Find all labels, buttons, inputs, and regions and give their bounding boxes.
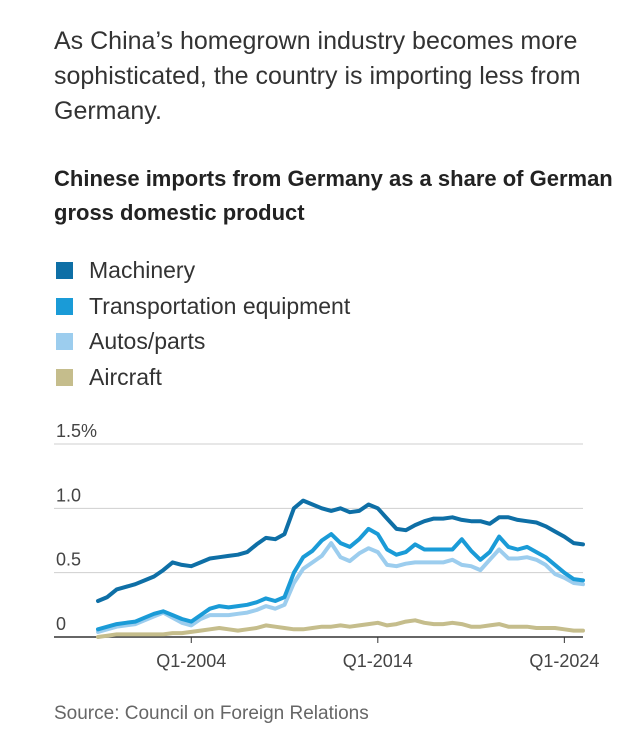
legend-swatch-machinery — [56, 262, 73, 280]
y-tick-label: 1.0 — [56, 485, 81, 505]
legend-label: Autos/parts — [89, 328, 206, 355]
x-tick-label: Q1-2004 — [156, 651, 226, 671]
legend-label: Machinery — [89, 257, 196, 284]
x-tick-label: Q1-2014 — [343, 651, 413, 671]
x-tick-label: Q1-2024 — [529, 651, 599, 671]
y-tick-label: 0 — [56, 614, 66, 634]
legend-item-machinery: Machinery — [56, 253, 350, 289]
legend-swatch-aircraft — [56, 368, 73, 386]
line-chart: 0 0.5 1.0 1.5% Q1-2004 Q1-2014 Q1-2024 — [54, 421, 599, 671]
y-tick-label: 0.5 — [56, 550, 81, 570]
chart-title: Chinese imports from Germany as a share … — [54, 166, 613, 225]
series-line-autos-parts — [96, 541, 585, 634]
legend-label: Aircraft — [89, 363, 162, 390]
legend-item-transportation-equipment: Transportation equipment — [56, 289, 350, 325]
series-line-machinery — [96, 498, 585, 603]
y-tick-label: 1.5% — [56, 421, 97, 441]
legend-item-aircraft: Aircraft — [56, 360, 350, 396]
legend-label: Transportation equipment — [89, 292, 351, 319]
legend-swatch-transportation-equipment — [56, 297, 73, 315]
intro-text: As China’s homegrown industry becomes mo… — [54, 27, 581, 125]
legend: Machinery Transportation equipment Autos… — [56, 253, 350, 395]
legend-swatch-autos-parts — [56, 333, 73, 351]
source-note: Source: Council on Foreign Relations — [54, 703, 369, 724]
legend-item-autos-parts: Autos/parts — [56, 324, 350, 360]
series-line-aircraft — [96, 618, 585, 639]
series-line-transportation-equipment — [96, 526, 585, 632]
